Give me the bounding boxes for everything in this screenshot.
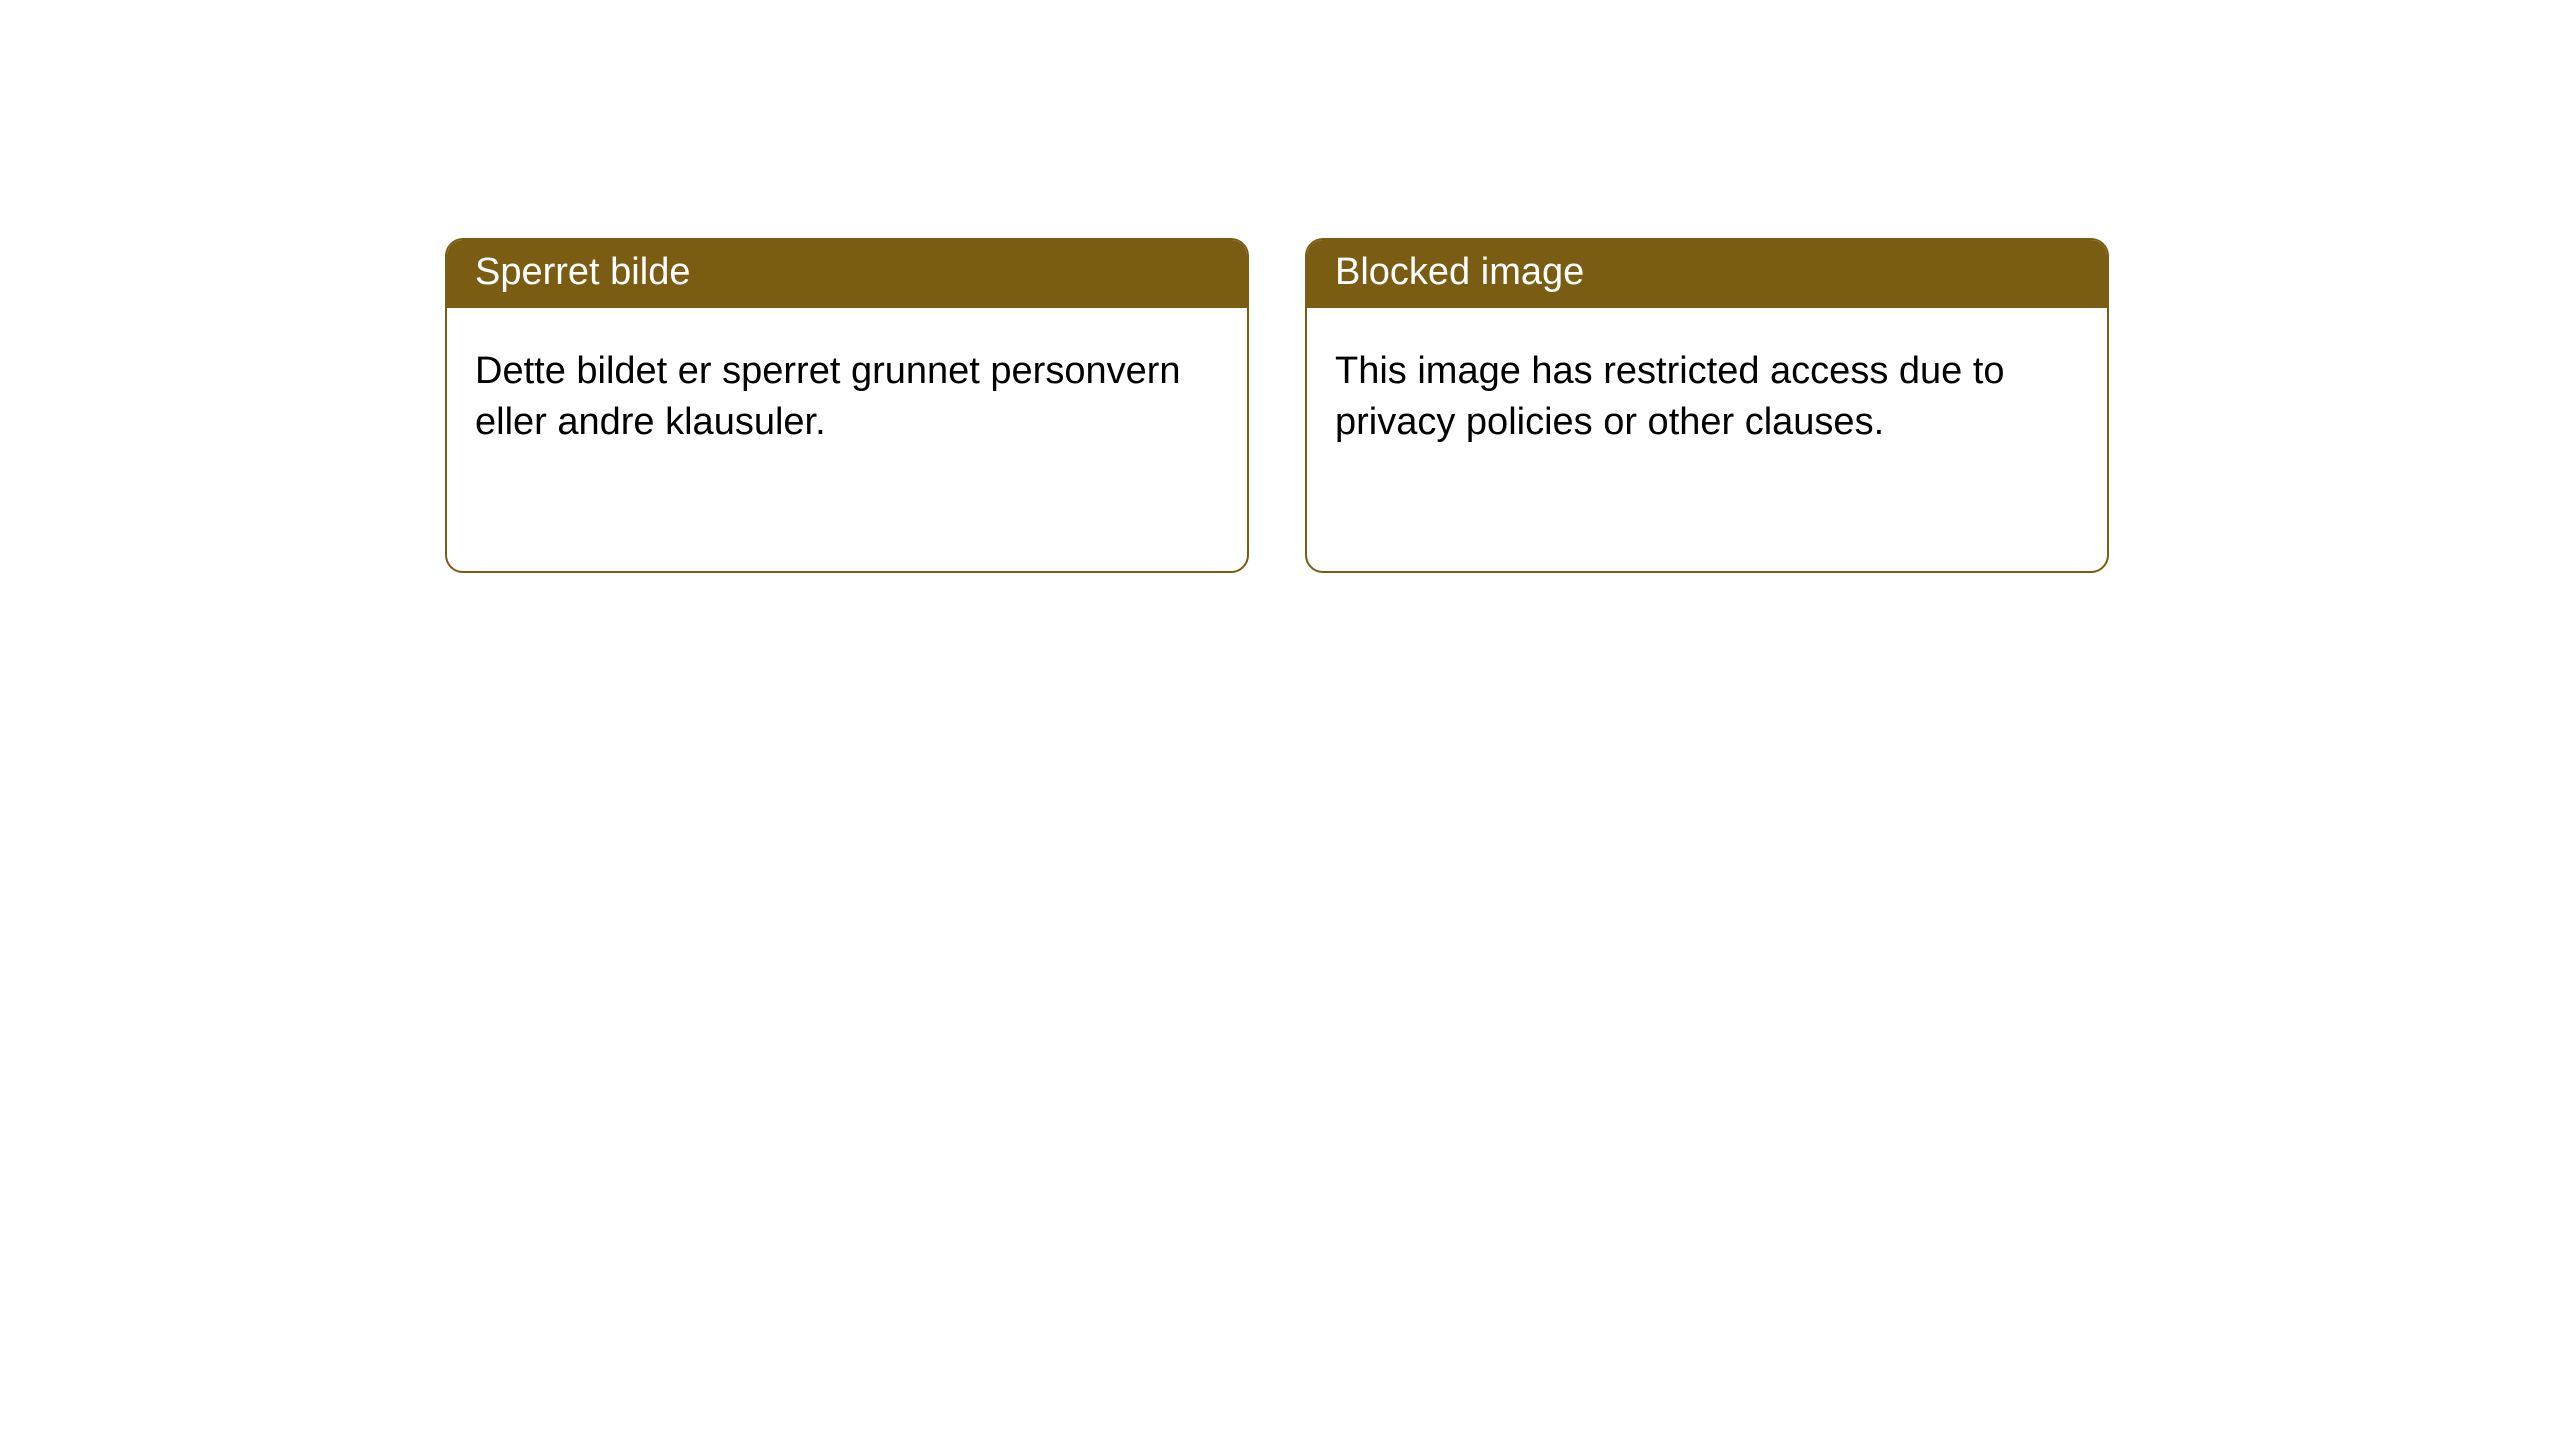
notice-card-body: Dette bildet er sperret grunnet personve… bbox=[447, 308, 1247, 477]
notice-card-norwegian: Sperret bilde Dette bildet er sperret gr… bbox=[445, 238, 1249, 573]
notice-card-body: This image has restricted access due to … bbox=[1307, 308, 2107, 477]
notice-cards-row: Sperret bilde Dette bildet er sperret gr… bbox=[0, 0, 2560, 573]
notice-card-english: Blocked image This image has restricted … bbox=[1305, 238, 2109, 573]
notice-card-title: Blocked image bbox=[1307, 240, 2107, 308]
notice-card-title: Sperret bilde bbox=[447, 240, 1247, 308]
